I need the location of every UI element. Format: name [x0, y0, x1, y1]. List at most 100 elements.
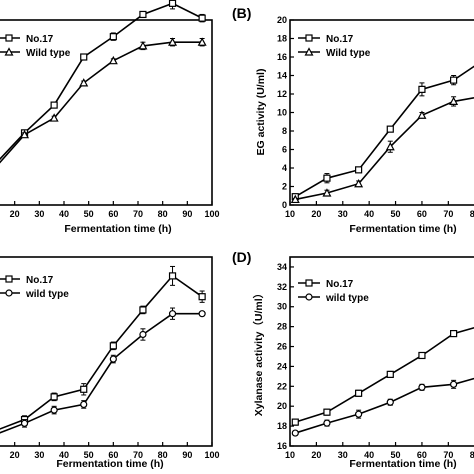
- x-tick-label: 40: [364, 209, 374, 219]
- data-point: [50, 393, 58, 401]
- data-point: [168, 310, 177, 318]
- data-point: [449, 96, 459, 106]
- x-tick-label: 30: [338, 209, 348, 219]
- series-line: [0, 312, 203, 434]
- x-axis-label: Fermentation time (h): [349, 458, 456, 470]
- x-tick-label: 50: [391, 209, 401, 219]
- x-tick-label: 20: [10, 209, 20, 219]
- series-2: [0, 307, 206, 434]
- x-tick-label: 50: [84, 450, 94, 460]
- data-point: [418, 85, 426, 93]
- data-point: [20, 129, 30, 139]
- legend-label: No.17: [26, 34, 54, 45]
- data-point: [80, 400, 88, 409]
- data-point: [450, 329, 458, 338]
- legend-label: No.17: [326, 279, 354, 290]
- plot-frame: [0, 256, 213, 447]
- data-point: [305, 279, 313, 287]
- y-axis-label: EG activity (U/ml): [255, 69, 267, 156]
- data-point: [4, 47, 14, 56]
- chart-panel-2: 10 20 30 40 50 60 70 80 0 2 4 6 8 10 12 14 16 18 20 Ferment…: [232, 5, 474, 235]
- data-point: [50, 406, 58, 414]
- data-point: [355, 410, 363, 418]
- y-tick-label: 24: [277, 361, 287, 371]
- data-point: [355, 166, 363, 174]
- y-tick-label: 34: [277, 262, 287, 272]
- x-tick-label: 10: [285, 209, 295, 219]
- data-point: [323, 408, 331, 416]
- data-point: [80, 385, 88, 393]
- data-point: [198, 14, 206, 22]
- data-point: [450, 380, 458, 388]
- data-point: [197, 37, 207, 46]
- data-point: [291, 429, 299, 437]
- data-point: [5, 289, 13, 297]
- series-1: [0, 0, 206, 161]
- x-tick-label: 70: [133, 209, 143, 219]
- data-point: [79, 78, 89, 87]
- x-tick-label: 30: [34, 450, 44, 460]
- data-point: [49, 113, 59, 122]
- y-tick-label: 12: [277, 89, 287, 99]
- x-tick-label: 60: [108, 209, 118, 219]
- data-point: [5, 275, 13, 283]
- data-point: [139, 306, 147, 314]
- data-point: [417, 110, 427, 119]
- chart-panel-1: 102030405060708090100Fermentation time (…: [0, 0, 220, 235]
- data-point: [50, 101, 58, 109]
- legend-label: Wild type: [26, 48, 71, 59]
- series-line: [295, 377, 474, 434]
- data-point: [304, 47, 314, 56]
- legend: No.17 Wild type: [298, 34, 371, 59]
- series-line: [0, 274, 203, 430]
- x-tick-label: 70: [443, 209, 453, 219]
- legend-label: wild type: [25, 289, 69, 300]
- y-tick-label: 20: [277, 401, 287, 411]
- y-tick-label: 14: [277, 71, 287, 81]
- legend: No.17 wild type: [298, 279, 369, 304]
- x-tick-label: 80: [158, 209, 168, 219]
- legend-label: Wild type: [326, 48, 371, 59]
- x-tick-label: 80: [158, 450, 168, 460]
- panel-label: (B): [232, 5, 251, 21]
- data-point: [386, 125, 394, 133]
- y-tick-label: 2: [282, 182, 287, 192]
- x-tick-label: 40: [59, 209, 69, 219]
- y-axis-label: Xylanase activity（U/ml）: [252, 288, 265, 416]
- data-point: [291, 418, 299, 426]
- x-axis-label: Fermentation time (h): [56, 458, 163, 470]
- x-axis-label: Fermentation time (h): [349, 223, 456, 235]
- data-point: [386, 370, 394, 378]
- x-axis-label: Fermentation time (h): [64, 223, 171, 235]
- y-tick-label: 4: [282, 163, 287, 173]
- x-tick-label: 70: [133, 450, 143, 460]
- series-line: [0, 41, 203, 164]
- y-tick-label: 30: [277, 302, 287, 312]
- y-tick-label: 28: [277, 322, 287, 332]
- x-tick-label: 40: [364, 450, 374, 460]
- plot-frame: [289, 256, 474, 447]
- legend: No.17 wild type: [0, 275, 69, 300]
- data-point: [322, 188, 332, 197]
- data-point: [198, 293, 206, 301]
- series-2: [290, 96, 474, 204]
- plot-frame: [289, 19, 474, 206]
- data-point: [5, 34, 13, 42]
- data-point: [109, 355, 117, 363]
- x-tick-label: 60: [417, 450, 427, 460]
- x-tick-label: 30: [34, 209, 44, 219]
- data-point: [385, 141, 395, 151]
- x-tick-label: 70: [443, 450, 453, 460]
- y-tick-label: 16: [277, 52, 287, 62]
- data-point: [418, 383, 426, 391]
- data-point: [198, 310, 206, 318]
- series-line: [295, 326, 474, 423]
- x-tick-label: 80: [470, 209, 474, 219]
- y-tick-label: 8: [282, 126, 287, 136]
- data-point: [109, 342, 117, 350]
- data-point: [450, 76, 458, 84]
- data-point: [323, 174, 331, 182]
- data-point: [168, 0, 177, 7]
- x-tick-label: 20: [311, 209, 321, 219]
- data-point: [168, 37, 178, 46]
